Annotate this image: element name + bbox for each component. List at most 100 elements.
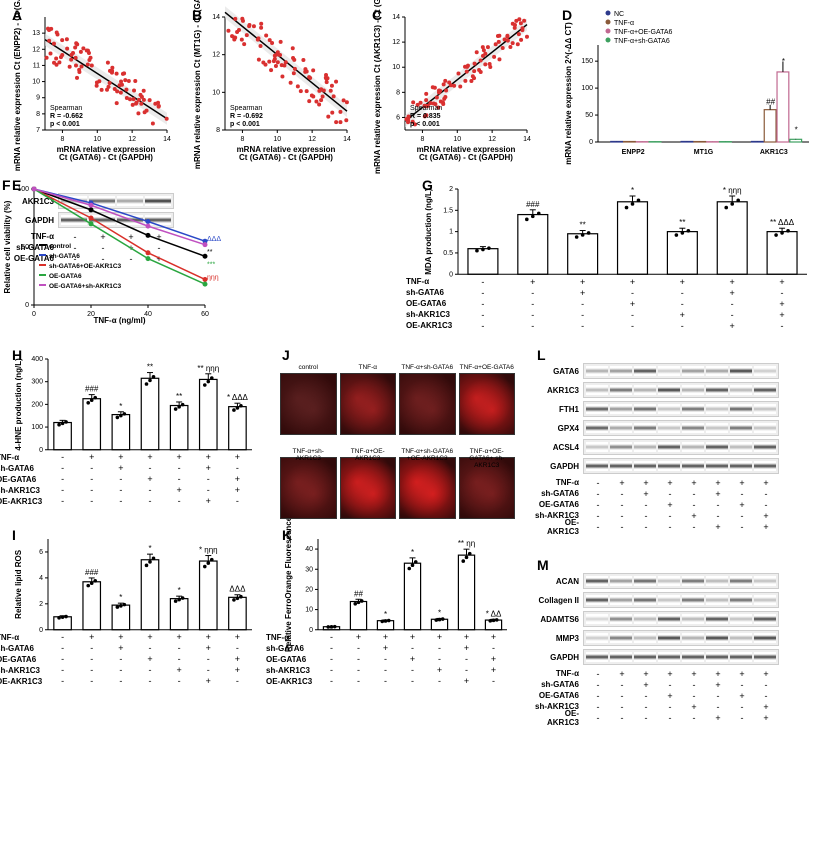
- wb-band: [634, 633, 656, 643]
- svg-text:*: *: [119, 402, 122, 411]
- wb-band: [658, 614, 680, 624]
- condition-mark: -: [223, 676, 252, 686]
- condition-mark: -: [106, 485, 135, 495]
- condition-mark: -: [558, 299, 608, 309]
- condition-row: sh-AKR1C3----+-+: [0, 665, 260, 676]
- condition-mark: -: [610, 500, 634, 510]
- condition-mark: -: [657, 288, 707, 298]
- wb-band: [658, 404, 680, 414]
- svg-text:0.5: 0.5: [443, 250, 453, 257]
- wb-label: GAPDH: [535, 462, 583, 471]
- wb-band: [610, 652, 632, 662]
- condition-mark: +: [480, 632, 507, 642]
- wb-band: [706, 442, 728, 452]
- condition-mark: -: [508, 299, 558, 309]
- wb-band: [658, 385, 680, 395]
- panel-C: C810121468101214mRNA relative expression…: [370, 5, 535, 165]
- svg-text:10: 10: [305, 607, 313, 614]
- svg-text:8: 8: [420, 136, 424, 143]
- condition-mark: -: [345, 643, 372, 653]
- condition-mark: -: [458, 321, 508, 331]
- svg-text:8: 8: [36, 111, 40, 118]
- panel-L: LGATA6AKR1C3FTH1GPX4ACSL4GAPDHTNF-α-++++…: [535, 345, 815, 545]
- svg-text:*: *: [438, 608, 441, 617]
- condition-mark: +: [706, 522, 730, 532]
- svg-text:200: 200: [31, 401, 43, 408]
- svg-text:** ηηη: ** ηηη: [197, 364, 219, 373]
- svg-text:6: 6: [396, 114, 400, 121]
- wb-bands: [583, 458, 779, 474]
- wb-band: [634, 385, 656, 395]
- condition-mark: +: [658, 669, 682, 679]
- condition-mark: -: [608, 288, 658, 298]
- condition-mark: -: [223, 463, 252, 473]
- condition-mark: -: [754, 691, 778, 701]
- if-label: TNF-α+OE-AKR1C3: [341, 448, 396, 462]
- if-image: TNF-α+OE-GATA6+ sh-AKR1C3: [459, 457, 516, 519]
- condition-mark: -: [426, 654, 453, 664]
- wb-bands: [583, 649, 779, 665]
- condition-mark: -: [754, 680, 778, 690]
- wb-band: [586, 404, 608, 414]
- svg-text:6: 6: [39, 549, 43, 556]
- wb-band: [730, 423, 752, 433]
- condition-mark: +: [223, 665, 252, 675]
- condition-row: OE-AKR1C3-----+-+: [535, 521, 815, 532]
- wb-band: [682, 423, 704, 433]
- svg-text:##: ##: [354, 589, 363, 598]
- svg-text:12: 12: [488, 136, 496, 143]
- svg-text:0: 0: [32, 311, 36, 318]
- svg-text:mRNA relative expression Ct (A: mRNA relative expression Ct (AKR1C3) - C…: [373, 0, 382, 174]
- wb-band: [754, 385, 776, 395]
- wb-band: [658, 633, 680, 643]
- condition-mark: +: [730, 478, 754, 488]
- wb-band: [682, 442, 704, 452]
- condition-mark: +: [610, 669, 634, 679]
- svg-text:100: 100: [31, 424, 43, 431]
- condition-mark: -: [458, 299, 508, 309]
- svg-text:**: **: [679, 218, 685, 227]
- condition-mark: -: [707, 310, 757, 320]
- condition-mark: -: [135, 485, 164, 495]
- svg-text:* ηηη: * ηηη: [723, 186, 742, 195]
- wb-band: [610, 614, 632, 624]
- if-image: TNF-α+OE-AKR1C3: [340, 457, 397, 519]
- condition-mark: -: [608, 310, 658, 320]
- wb-band: [610, 633, 632, 643]
- wb-row-GAPDH: GAPDH: [535, 649, 815, 665]
- svg-text:*: *: [631, 186, 634, 195]
- if-image: TNF-α+sh-GATA6: [399, 373, 456, 435]
- condition-mark: -: [754, 489, 778, 499]
- wb-band: [634, 652, 656, 662]
- condition-row: OE-GATA6---+--+: [0, 654, 260, 665]
- condition-row: OE-GATA6---+--+-: [535, 690, 815, 701]
- if-image: TNF-α: [340, 373, 397, 435]
- wb-band: [754, 461, 776, 471]
- condition-mark: -: [399, 643, 426, 653]
- if-image: TNF-α+OE-GATA6: [459, 373, 516, 435]
- svg-text:*: *: [782, 57, 785, 66]
- wb-label: MMP3: [535, 634, 583, 643]
- condition-mark: +: [194, 463, 223, 473]
- svg-text:9: 9: [36, 95, 40, 102]
- condition-mark: -: [165, 654, 194, 664]
- condition-row: sh-GATA6--+--+--: [535, 679, 815, 690]
- svg-text:R = 0.835: R = 0.835: [410, 113, 441, 120]
- svg-text:ENPP2: ENPP2: [622, 149, 645, 156]
- wb-band: [754, 442, 776, 452]
- condition-label: OE-GATA6: [266, 655, 318, 664]
- condition-label: TNF-α: [406, 277, 458, 286]
- condition-mark: -: [77, 463, 106, 473]
- condition-mark: +: [558, 277, 608, 287]
- condition-row: sh-AKR1C3----+-+: [0, 485, 260, 496]
- condition-mark: -: [634, 702, 658, 712]
- condition-mark: -: [682, 713, 706, 723]
- wb-band: [754, 366, 776, 376]
- barchart-D: 050100150ENPP2MT1GAKR1C3##**NCTNF-αTNF-α…: [560, 5, 815, 160]
- wb-row-ACSL4: ACSL4: [535, 439, 815, 455]
- condition-mark: -: [682, 522, 706, 532]
- condition-row: TNF-α-++++++: [0, 632, 260, 643]
- condition-mark: +: [608, 277, 658, 287]
- condition-mark: -: [48, 474, 77, 484]
- wb-band: [586, 385, 608, 395]
